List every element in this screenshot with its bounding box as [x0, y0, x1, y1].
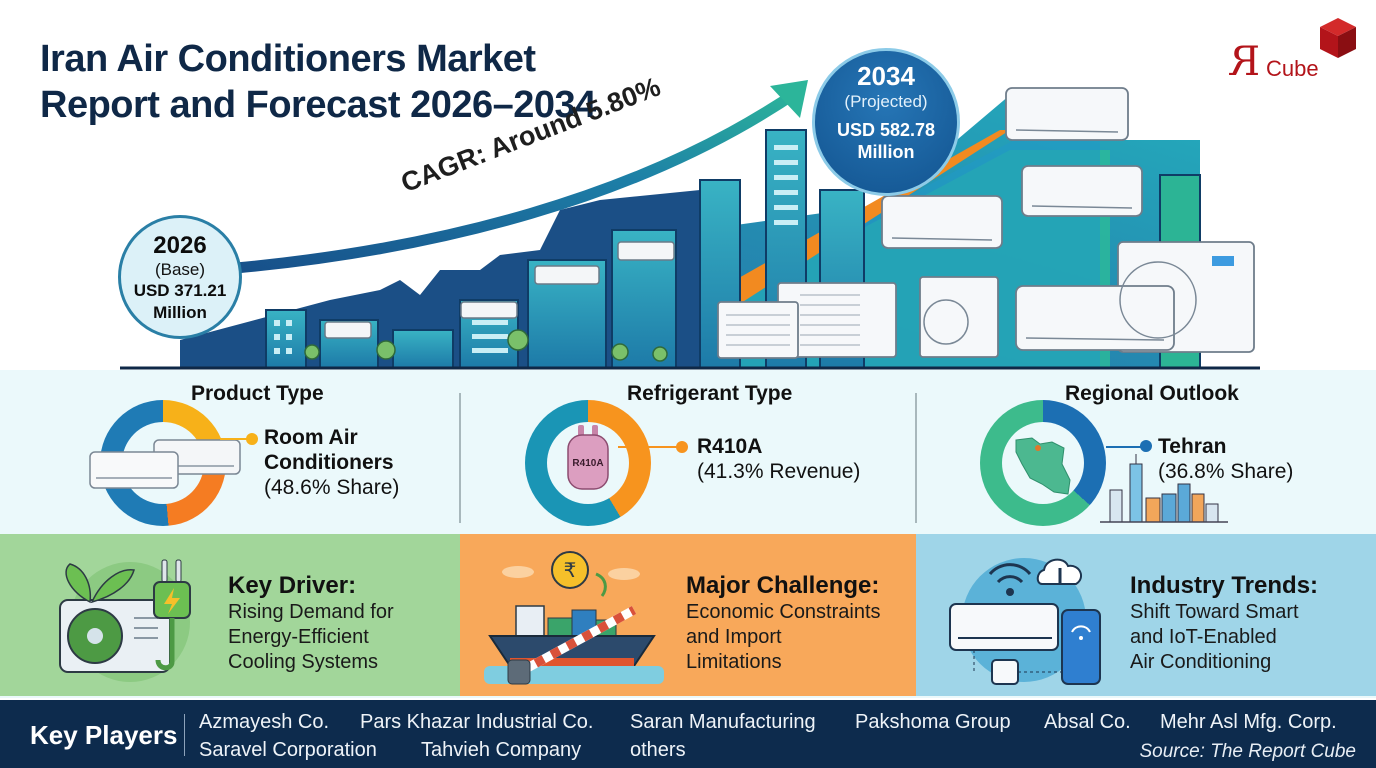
title-line-1: Iran Air Conditioners Market	[40, 38, 536, 80]
projected-label: (Projected)	[844, 92, 928, 111]
divider	[459, 393, 461, 523]
segment-title: Regional Outlook	[1065, 382, 1239, 405]
base-value: USD 371.21	[133, 281, 227, 300]
card-text: Industry Trends: Shift Toward Smart and …	[1130, 572, 1319, 673]
player-name: Saran Manufacturing	[630, 711, 816, 733]
projected-year: 2034	[857, 61, 915, 91]
split-ac-icon	[89, 439, 241, 489]
player-name: Azmayesh Co.	[199, 711, 330, 733]
segment-refrigerant-type: Refrigerant Type R410A R410A (41.3% Reve…	[460, 370, 916, 532]
logo-letter: R	[1230, 39, 1261, 85]
major-challenge-card: ₹ Major Challenge: Economic Constraints …	[460, 534, 916, 696]
segment-title: Refrigerant Type	[627, 382, 793, 405]
segment-share: (41.3% Revenue)	[697, 460, 861, 483]
key-players-footer: Key Players Azmayesh Co. Pars Khazar Ind…	[0, 700, 1376, 768]
divider	[915, 393, 917, 523]
segments-section: Product Type Room Air Conditioners (48.6…	[0, 370, 1376, 532]
title-line-2: Report and Forecast 2026–2034	[40, 84, 596, 126]
source-credit: Source: The Report Cube	[1139, 741, 1356, 762]
segment-label: Room Air Conditioners (48.6% Share)	[264, 426, 400, 499]
smart-iot-ac-icon	[949, 558, 1101, 685]
base-year: 2026	[153, 232, 207, 259]
refrigerant-cylinder-icon: R410A	[567, 425, 609, 490]
insight-cards: Key Driver: Rising Demand for Energy-Eff…	[0, 532, 1376, 698]
svg-text:R410A: R410A	[572, 458, 603, 469]
player-name: Tahvieh Company	[421, 739, 582, 761]
base-year-callout: 2026 (Base) USD 371.21 Million	[118, 215, 242, 339]
projected-value: USD 582.78	[836, 120, 936, 140]
brand-logo: R Cube	[1230, 16, 1360, 85]
iran-map-icon	[1015, 437, 1071, 495]
player-name: Mehr Asl Mfg. Corp.	[1160, 711, 1337, 733]
player-name: Saravel Corporation	[199, 739, 377, 761]
card-title: Industry Trends:	[1130, 572, 1319, 599]
cube-icon	[1320, 18, 1356, 58]
legend-dot	[246, 433, 258, 445]
card-text: Key Driver: Rising Demand for Energy-Eff…	[228, 572, 394, 673]
base-label: (Base)	[154, 260, 206, 279]
cargo-ship-barrier-icon: ₹	[484, 551, 664, 685]
card-title: Key Driver:	[228, 572, 357, 599]
energy-efficient-ac-icon	[59, 559, 191, 682]
player-name: others	[630, 739, 686, 761]
segment-regional-outlook: Regional Outlook Tehran (36.8% Share)	[916, 370, 1376, 532]
divider	[184, 714, 185, 756]
industry-trends-card: Industry Trends: Shift Toward Smart and …	[916, 534, 1376, 696]
key-driver-card: Key Driver: Rising Demand for Energy-Eff…	[0, 534, 460, 696]
city-buildings-icon	[1100, 454, 1228, 523]
segment-title: Product Type	[191, 382, 324, 405]
svg-text:₹: ₹	[564, 558, 577, 582]
player-name: Pars Khazar Industrial Co.	[360, 711, 594, 733]
player-name: Absal Co.	[1044, 711, 1131, 733]
projected-unit: Million	[857, 142, 915, 162]
base-unit: Million	[153, 303, 207, 322]
card-text: Major Challenge: Economic Constraints an…	[686, 572, 881, 673]
key-players-label: Key Players	[30, 720, 178, 750]
hero-section: Iran Air Conditioners Market Report and …	[0, 0, 1376, 370]
legend-dot	[1140, 440, 1152, 452]
player-name: Pakshoma Group	[855, 711, 1011, 733]
projected-year-callout: 2034 (Projected) USD 582.78 Million	[812, 48, 960, 196]
segment-label: R410A (41.3% Revenue)	[697, 435, 861, 483]
segment-product-type: Product Type Room Air Conditioners (48.6…	[0, 370, 460, 532]
segment-share: (48.6% Share)	[264, 476, 400, 499]
legend-dot	[676, 441, 688, 453]
segment-share: (36.8% Share)	[1158, 460, 1294, 483]
segment-label: Tehran (36.8% Share)	[1158, 435, 1294, 483]
page-title: Iran Air Conditioners Market Report and …	[40, 36, 596, 128]
logo-text: Cube	[1266, 56, 1319, 81]
card-title: Major Challenge:	[686, 572, 880, 599]
